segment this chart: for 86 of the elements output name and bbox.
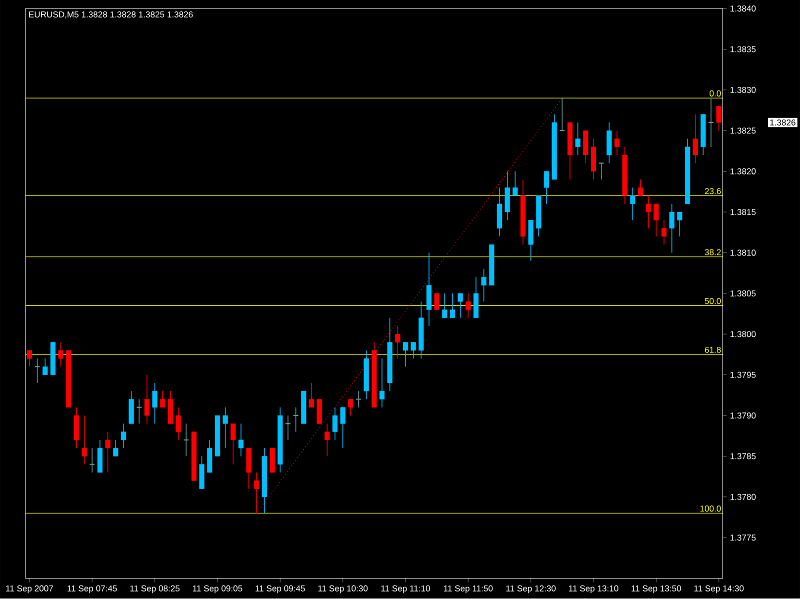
candlestick [152, 382, 158, 424]
candlestick [340, 407, 346, 449]
x-tick-label: 11 Sep 11:50 [444, 586, 493, 594]
candlestick [324, 423, 330, 457]
candlestick [42, 358, 48, 376]
candlestick [450, 293, 456, 318]
candlestick [285, 415, 291, 440]
candlestick [58, 342, 64, 368]
candlestick [82, 415, 87, 465]
annotation: 61.8 [704, 347, 721, 354]
candlestick [356, 390, 362, 408]
y-tick-label: 1.3795 [730, 372, 756, 378]
candlestick [692, 114, 698, 164]
annotation: 100.0 [700, 506, 721, 512]
candlestick [160, 390, 166, 408]
y-tick-label: 1.3775 [730, 534, 756, 541]
candlestick [332, 407, 338, 440]
y-tick-label: 1.3820 [730, 168, 756, 175]
candlestick [34, 358, 40, 384]
candlestick [120, 423, 126, 449]
x-tick-label: 11 Sep 12:30 [506, 586, 556, 594]
candlestick [105, 432, 110, 474]
y-tick-label: 1.3780 [730, 494, 756, 500]
candlestick [638, 179, 644, 196]
annotation: 50.0 [704, 298, 721, 304]
x-tick-label: 11 Sep 08:25 [130, 586, 180, 594]
candlestick [559, 98, 566, 132]
annotation: 0.0 [710, 90, 721, 97]
candlestick [661, 220, 667, 246]
x-tick-label: 11 Sep 07:45 [68, 586, 117, 594]
y-tick-label: 1.3790 [730, 412, 756, 419]
candlestick [308, 382, 314, 408]
candlestick [708, 98, 714, 148]
candlestick [410, 342, 416, 360]
candlestick [598, 162, 604, 180]
candlestick [575, 122, 580, 156]
candlestick [379, 358, 385, 408]
x-tick-label: 11 Sep 13:50 [632, 586, 681, 594]
candlestick [716, 106, 722, 132]
candlestick [176, 407, 181, 440]
x-tick-label: 11 Sep 13:10 [569, 586, 618, 594]
candlestick [183, 423, 190, 457]
y-tick-label: 1.3825 [730, 128, 756, 134]
y-tick-label: 1.3840 [730, 6, 756, 12]
candlestick [544, 171, 550, 204]
annotation: 38.2 [704, 249, 721, 256]
candlestick [614, 130, 620, 156]
candlestick [434, 293, 440, 310]
text: 1.3826 [770, 120, 796, 126]
candlestick [466, 293, 471, 318]
x-tick-label: 11 Sep 10:30 [318, 586, 368, 594]
y-tick-label: 1.3830 [730, 87, 756, 94]
x-tick-label: 11 Sep 11:10 [381, 586, 430, 594]
x-tick-label: 11 Sep 09:05 [192, 586, 242, 594]
candlestick [348, 399, 354, 416]
candlestick [402, 342, 408, 368]
y-tick-label: 1.3815 [730, 209, 756, 216]
candlestick [292, 407, 299, 432]
candlestick [481, 268, 486, 302]
candlestick [442, 293, 448, 318]
candlestick [113, 440, 118, 457]
candlestick [458, 293, 463, 318]
candlestick [630, 187, 636, 221]
y-tick-label: 1.3835 [730, 46, 756, 52]
candlestick [26, 350, 32, 368]
x-tick-label: 11 Sep 14:30 [694, 586, 744, 594]
candlestick [89, 448, 96, 474]
candlestick [677, 212, 682, 238]
candlestick [222, 407, 228, 449]
chart-title: EURUSD,M5 1.3828 1.3828 1.3825 1.3826 [29, 12, 193, 19]
candlestick [646, 196, 651, 229]
x-tick-label: 11 Sep 09:45 [256, 586, 305, 594]
candlestick [669, 204, 674, 254]
y-tick-label: 1.3810 [730, 250, 756, 256]
y-tick-label: 1.3800 [730, 331, 756, 338]
y-tick-label: 1.3785 [730, 453, 756, 460]
annotation: 23.6 [704, 188, 721, 194]
y-tick-label: 1.3805 [730, 290, 756, 297]
candlestick [230, 423, 236, 465]
candlestick [512, 171, 518, 196]
candlestick [136, 399, 142, 424]
x-tick-label: 11 Sep 2007 [6, 586, 53, 594]
candlestick [238, 423, 244, 457]
candlestick [144, 374, 150, 424]
candlestick [654, 204, 659, 238]
candlestick [395, 326, 400, 360]
